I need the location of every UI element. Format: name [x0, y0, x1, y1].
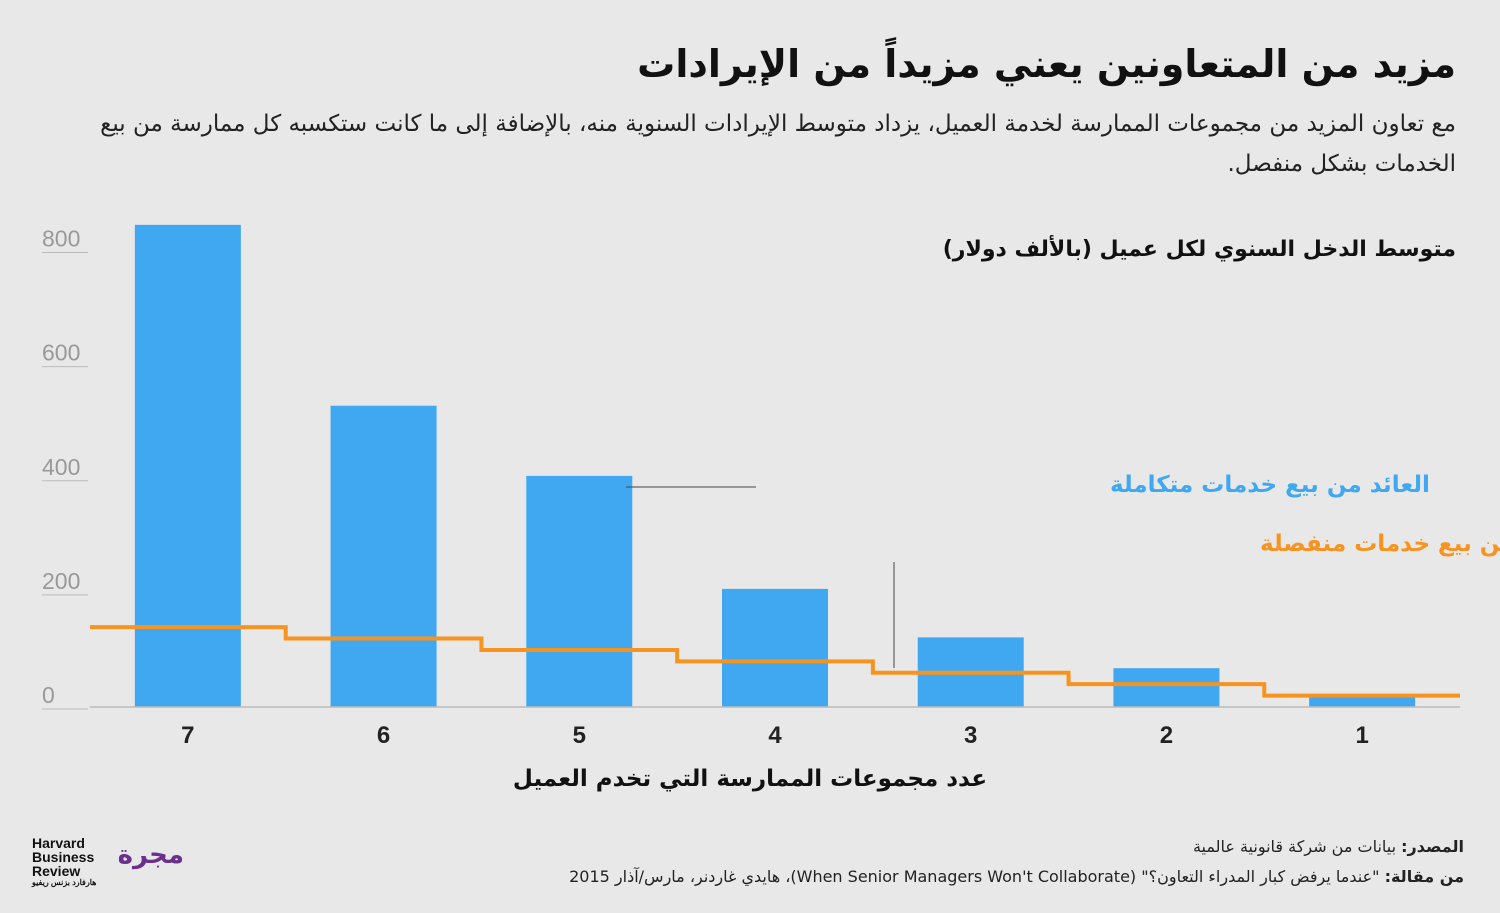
hbr-logo: Harvard Business Review هارفارد بزنس ريف… — [32, 836, 112, 888]
article-text: "عندما يرفض كبار المدراء التعاون؟" (When… — [569, 867, 1380, 886]
source-text: بيانات من شركة قانونية عالمية — [1192, 837, 1397, 856]
chart-title: مزيد من المتعاونين يعني مزيداً من الإيرا… — [637, 42, 1456, 86]
bar — [1113, 668, 1220, 707]
article-line: من مقالة: "عندما يرفض كبار المدراء التعا… — [364, 862, 1464, 892]
bars-group — [134, 224, 1416, 707]
y-axis-unit-label: متوسط الدخل السنوي لكل عميل (بالألف دولا… — [942, 237, 1456, 262]
bar — [330, 405, 437, 707]
x-tick-label: 4 — [768, 722, 782, 749]
x-tick-label: 2 — [1160, 722, 1173, 749]
x-tick-label: 3 — [964, 722, 977, 749]
bar — [526, 475, 633, 707]
x-axis-label: عدد مجموعات الممارسة التي تخدم العميل — [513, 766, 987, 792]
hbr-logo-line2: Business — [32, 849, 95, 865]
y-tick-label: 400 — [42, 454, 80, 480]
x-tick-label: 7 — [181, 722, 194, 749]
y-tick-label: 600 — [42, 340, 80, 366]
chart-subtitle: مع تعاون المزيد من مجموعات الممارسة لخدم… — [100, 111, 1456, 177]
x-tick-label: 6 — [377, 722, 390, 749]
source-line: المصدر: بيانات من شركة قانونية عالمية — [364, 832, 1464, 862]
hbr-logo-line3: Review — [32, 863, 81, 879]
x-tick-label: 5 — [573, 722, 586, 749]
source-label: المصدر: — [1401, 837, 1464, 856]
bar — [1309, 695, 1416, 707]
bar — [134, 224, 241, 707]
y-tick-label: 200 — [42, 568, 80, 594]
majarra-logo: مجرة — [117, 840, 184, 870]
x-axis: 7 6 5 4 3 2 1 — [181, 722, 1369, 749]
y-tick-label: 800 — [42, 226, 80, 252]
integrated-series-annotation: العائد من بيع خدمات متكاملة — [1110, 472, 1430, 498]
article-label: من مقالة: — [1384, 867, 1464, 886]
separate-sales-step-line — [90, 625, 1460, 698]
hbr-logo-line1: Harvard — [32, 835, 85, 851]
y-tick-label: 0 — [42, 682, 55, 708]
hbr-logo-arabic: هارفارد بزنس ريفيو — [32, 878, 97, 887]
y-axis: 0 200 400 600 800 — [42, 226, 88, 710]
bar — [722, 588, 828, 707]
separate-series-annotation: العائد من بيع خدمات منفصلة — [1260, 531, 1500, 557]
x-tick-label: 1 — [1355, 722, 1368, 749]
source-note: المصدر: بيانات من شركة قانونية عالمية من… — [364, 832, 1464, 892]
